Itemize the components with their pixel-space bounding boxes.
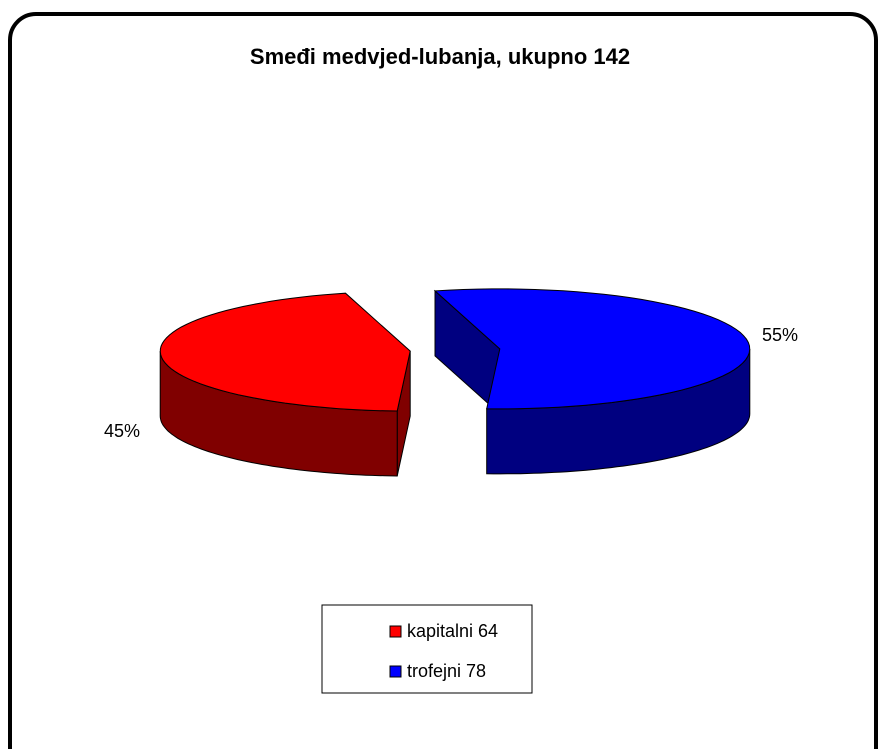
slice-top — [159, 292, 411, 412]
data-label: 55% — [762, 325, 798, 345]
data-label: 45% — [104, 421, 140, 441]
legend-label: kapitalni 64 — [407, 621, 498, 641]
legend-box — [321, 604, 533, 694]
chart-frame — [8, 12, 878, 749]
chart-title: Smeđi medvjed-lubanja, ukupno 142 — [250, 44, 630, 69]
pie-slice — [159, 292, 411, 477]
legend-swatch — [389, 665, 402, 678]
legend-swatch — [389, 625, 402, 638]
slice-top — [433, 288, 751, 410]
pie-slice — [433, 288, 751, 475]
legend-label: trofejni 78 — [407, 661, 486, 681]
